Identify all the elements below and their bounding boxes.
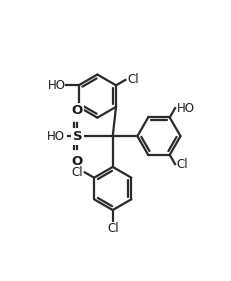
Text: Cl: Cl bbox=[106, 222, 118, 235]
Text: Cl: Cl bbox=[71, 166, 83, 179]
Text: S: S bbox=[72, 130, 82, 143]
Text: HO: HO bbox=[47, 79, 65, 92]
Text: O: O bbox=[71, 104, 83, 117]
Text: Cl: Cl bbox=[176, 158, 188, 171]
Text: HO: HO bbox=[176, 102, 194, 115]
Text: HO: HO bbox=[47, 130, 65, 143]
Text: O: O bbox=[71, 155, 83, 168]
Text: Cl: Cl bbox=[126, 73, 138, 87]
